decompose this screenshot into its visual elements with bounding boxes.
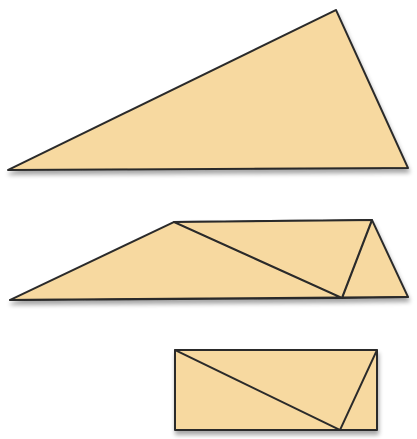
- folded-rectangle: [174, 349, 378, 431]
- rectangle-right-crease: [339, 349, 378, 431]
- folded-triangle-base: [9, 296, 409, 301]
- fold-crease-left: [173, 221, 343, 299]
- original-triangle-shape: [7, 9, 409, 171]
- folded-rectangle-shape: [174, 349, 378, 431]
- original-triangle: [7, 9, 409, 171]
- folded-triangle: [9, 219, 409, 301]
- rectangle-diagonal-crease: [174, 349, 341, 431]
- fold-crease-right: [341, 219, 373, 299]
